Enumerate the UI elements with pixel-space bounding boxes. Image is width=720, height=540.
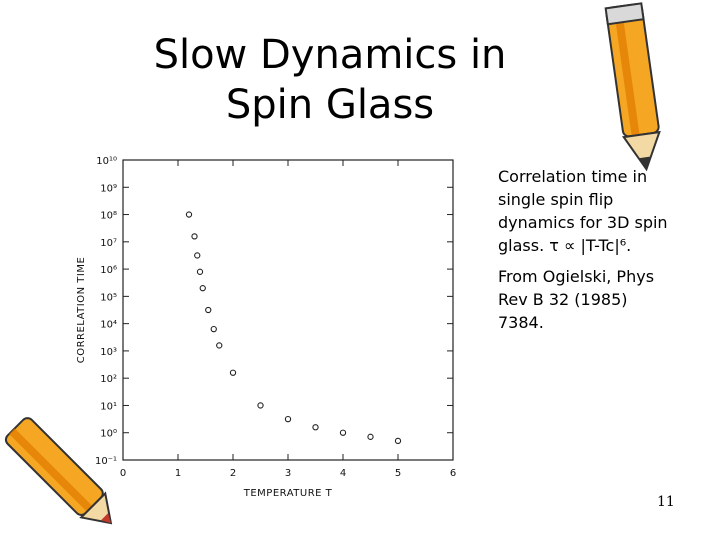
x-tick-label: 1 (175, 468, 181, 479)
data-point (205, 306, 212, 314)
y-tick-label: 10⁶ (100, 265, 117, 276)
title-line-2: Spin Glass (225, 82, 435, 128)
y-tick-label: 10² (100, 374, 117, 385)
data-point (196, 268, 204, 275)
x-tick-label: 5 (395, 468, 401, 479)
data-point (257, 402, 264, 409)
data-point (185, 211, 193, 218)
page-number: 11 (657, 494, 675, 510)
y-axis-title: CORRELATION TIME (76, 257, 87, 364)
x-tick-label: 2 (230, 468, 236, 479)
y-tick-label: 10⁰ (100, 429, 117, 440)
x-tick-label: 3 (285, 468, 291, 479)
y-tick-label: 10⁹ (100, 183, 117, 194)
data-point (229, 369, 237, 376)
x-tick-label: 6 (450, 468, 456, 479)
correlation-time-chart: 0 1 2 3 4 5 6 10⁻¹ 10⁰ 10¹ 10² 10³ 10⁴ 10⁵ 10⁶ 10⁷ 10⁸ 10… (76, 156, 456, 499)
description-text: Correlation time in single spin flip dyn… (498, 165, 668, 342)
y-tick-label: 10⁷ (100, 238, 117, 249)
x-tick-label: 4 (340, 468, 346, 479)
data-point (312, 424, 319, 431)
y-tick-label: 10¹⁰ (96, 156, 117, 167)
data-point (367, 433, 374, 440)
data-point (194, 252, 201, 259)
x-axis-title: TEMPERATURE T (243, 488, 333, 499)
y-tick-label: 10⁻¹ (95, 456, 117, 467)
pencil-icon (604, 2, 661, 172)
data-point (339, 429, 347, 436)
y-tick-label: 10⁴ (100, 320, 117, 331)
slide-title: Slow Dynamics in Spin Glass (120, 30, 540, 130)
x-tick-label: 0 (120, 468, 126, 479)
y-tick-label: 10³ (100, 347, 117, 358)
data-point (210, 325, 217, 333)
data-point (199, 285, 206, 292)
data-point (191, 233, 198, 240)
y-tick-label: 10⁸ (100, 211, 117, 222)
plot-frame (122, 159, 454, 461)
title-line-1: Slow Dynamics in (153, 32, 507, 78)
y-tick-label: 10¹ (100, 401, 117, 412)
data-point (284, 415, 292, 423)
pencil-icon (4, 417, 113, 525)
y-tick-label: 10⁵ (100, 292, 117, 303)
reference-paragraph: From Ogielski, Phys Rev B 32 (1985) 7384… (498, 267, 655, 332)
data-point (394, 437, 402, 445)
description-paragraph: Correlation time in single spin flip dyn… (498, 167, 668, 255)
data-point (216, 342, 223, 349)
